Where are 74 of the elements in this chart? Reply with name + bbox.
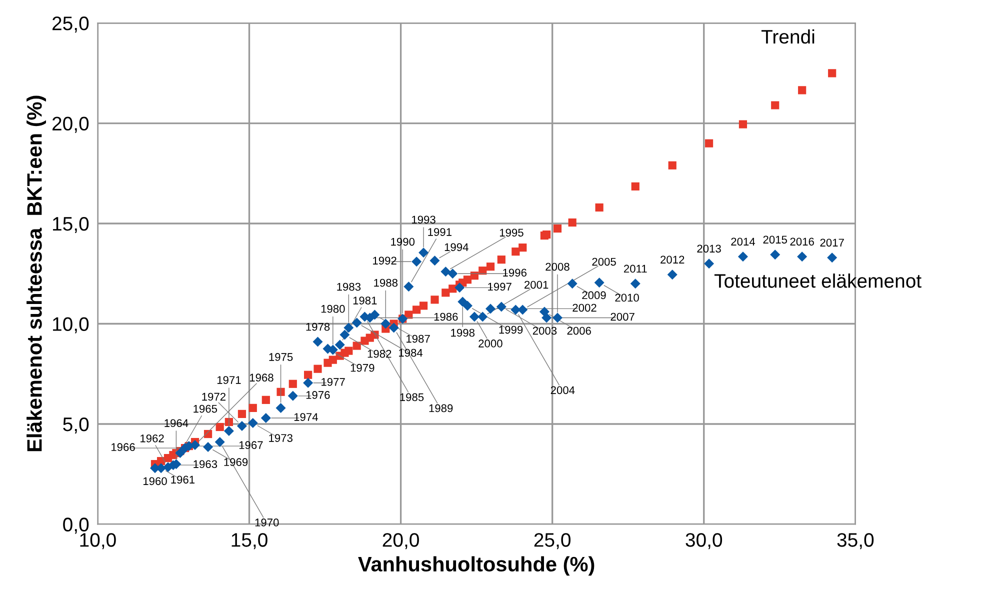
y-tick-label: 15,0 — [53, 216, 89, 234]
annotation: 1970 — [255, 518, 279, 526]
annotation: 1988 — [374, 278, 398, 287]
annotation: 2007 — [610, 312, 634, 321]
annotation: 2001 — [524, 280, 548, 289]
x-tick-label: 10,0 — [80, 533, 116, 550]
annotation: 1965 — [194, 404, 218, 413]
annotation: 1961 — [171, 476, 195, 484]
x-axis-title: Vanhushuoltosuhde (%) — [358, 556, 594, 576]
annotation: 2004 — [550, 386, 575, 394]
x-tick-label: 25,0 — [534, 533, 570, 550]
annotation: 1985 — [400, 393, 424, 402]
annotation: 2010 — [615, 294, 639, 302]
annotation: 1973 — [269, 434, 292, 442]
annotation: 1974 — [294, 413, 318, 421]
annotation: 2013 — [697, 244, 721, 253]
annotation: 1981 — [353, 296, 377, 304]
y-tick-label: 25,0 — [52, 16, 89, 33]
annotation: 1994 — [444, 243, 468, 252]
annotation: 2015 — [763, 236, 787, 244]
x-tick-label: 15,0 — [232, 533, 268, 550]
x-tick-label: 20,0 — [382, 533, 419, 550]
annotation: 1963 — [194, 460, 218, 468]
annotation: 1980 — [321, 304, 345, 313]
x-tick-label: 35,0 — [837, 533, 874, 550]
annotation: 1962 — [140, 434, 164, 442]
annotation: 1975 — [269, 353, 293, 361]
annotation: 1984 — [399, 348, 423, 357]
y-axis-title: Eläkemenot suhteessa BKT:een (%) — [26, 96, 46, 452]
annotation: 1997 — [488, 282, 512, 291]
annotation: 2005 — [592, 258, 616, 266]
annotation: 1987 — [406, 334, 430, 343]
annotation: 2002 — [572, 304, 596, 312]
x-tick-label: 30,0 — [686, 533, 722, 550]
annotation: 1996 — [503, 268, 526, 277]
annotation: 2003 — [532, 326, 557, 335]
annotation: 1993 — [412, 216, 436, 224]
annotation: 1979 — [350, 364, 374, 372]
annotation: 2017 — [820, 238, 844, 247]
annotation: 1968 — [250, 374, 274, 382]
annotation: 1991 — [428, 228, 452, 236]
y-tick-label: 5,0 — [63, 417, 89, 434]
annotation: 1960 — [143, 477, 167, 486]
y-tick-label: 0,0 — [63, 518, 89, 534]
annotation: 1966 — [111, 443, 135, 452]
annotation: 2006 — [567, 326, 591, 335]
y-tick-label: 10,0 — [53, 317, 89, 334]
annotation: 2016 — [790, 238, 814, 246]
annotation: 1964 — [164, 419, 188, 428]
annotation: 1978 — [306, 322, 330, 331]
annotation: 2000 — [478, 340, 502, 348]
annotation: 1977 — [322, 378, 345, 386]
series-label: Trendi — [761, 29, 814, 44]
annotation: 2011 — [624, 264, 647, 273]
annotation: 1982 — [368, 350, 392, 358]
annotation: 1990 — [391, 238, 415, 246]
annotation: 1967 — [239, 441, 263, 450]
annotation: 2014 — [731, 238, 756, 246]
annotation: 2008 — [546, 262, 570, 271]
annotation: 2012 — [660, 256, 684, 264]
annotation: 1969 — [224, 458, 248, 466]
annotation: 1976 — [306, 391, 330, 399]
annotation: 1983 — [337, 282, 361, 291]
annotation: 1971 — [217, 376, 241, 384]
annotation: 1989 — [429, 404, 453, 412]
series-label: Toteutuneet eläkemenot — [714, 274, 922, 288]
annotation: 1999 — [499, 326, 523, 334]
annotation: 1998 — [451, 328, 474, 337]
annotation: 1986 — [434, 312, 458, 321]
annotation: 1995 — [500, 228, 524, 237]
annotation: 1972 — [202, 392, 226, 401]
annotation: 1992 — [373, 256, 396, 265]
annotation: 2009 — [582, 291, 606, 300]
y-tick-label: 20,0 — [52, 116, 89, 133]
